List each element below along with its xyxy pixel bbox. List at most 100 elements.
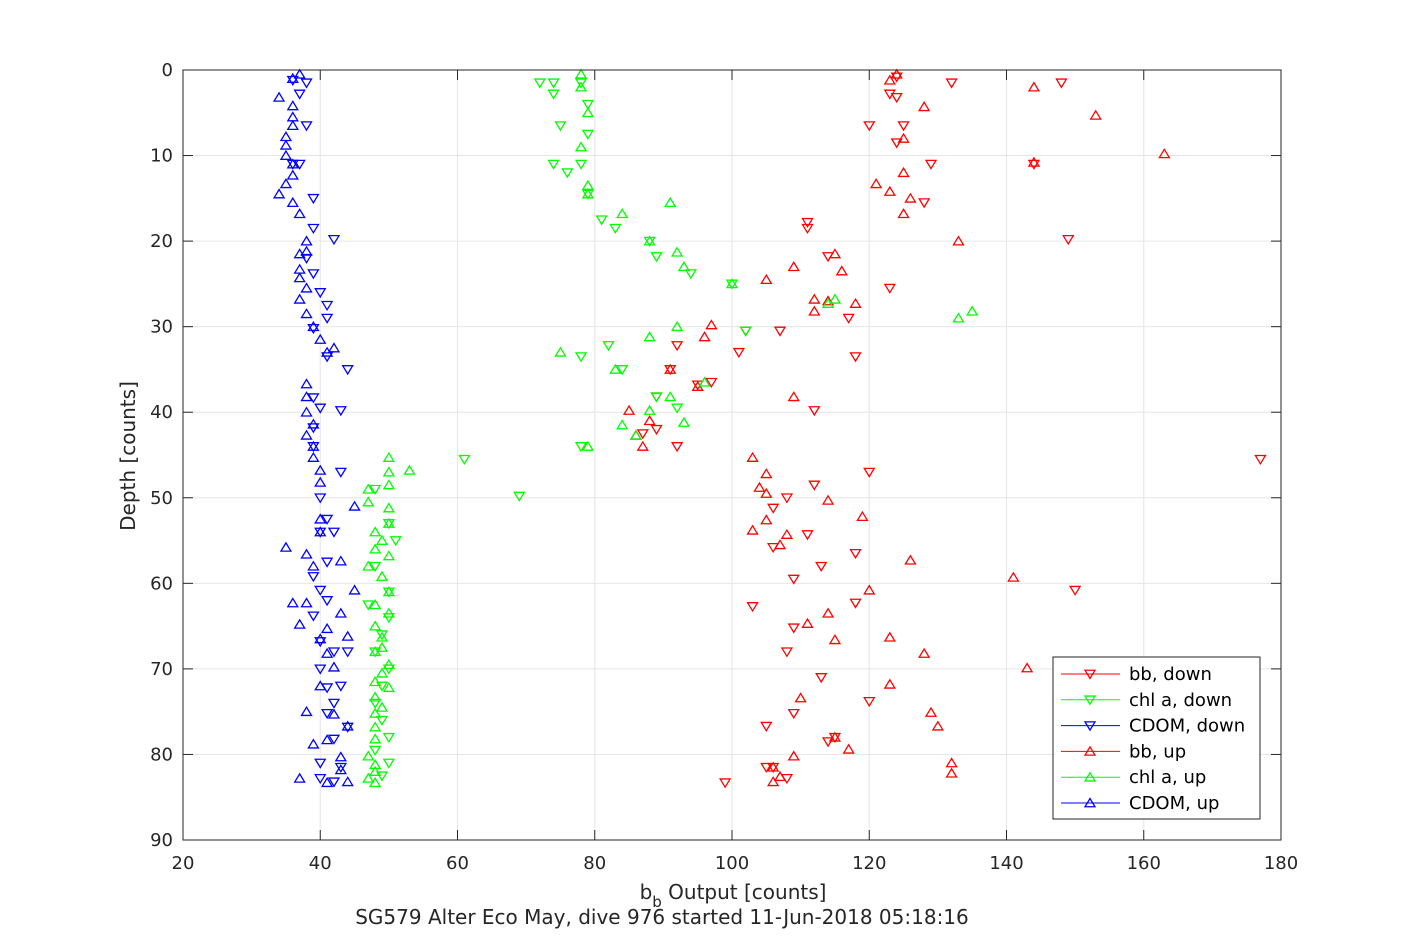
data-point (320, 514, 334, 525)
data-point (890, 138, 903, 149)
data-point (773, 326, 787, 337)
data-point (664, 391, 677, 402)
data-point (1062, 234, 1075, 246)
data-point (382, 466, 396, 477)
data-point (780, 647, 794, 658)
data-point (1158, 148, 1171, 159)
data-point (341, 776, 354, 787)
data-point (300, 235, 313, 246)
data-point (300, 282, 313, 293)
data-point (375, 715, 389, 726)
data-point (561, 168, 574, 179)
data-point (773, 770, 787, 782)
data-point (314, 680, 327, 691)
data-point (883, 74, 896, 85)
data-point (293, 159, 306, 170)
data-point (732, 347, 746, 359)
data-point (382, 607, 396, 618)
data-point (314, 403, 327, 414)
data-point (650, 252, 663, 263)
data-point (314, 476, 327, 487)
data-point (368, 620, 382, 631)
data-point (375, 641, 389, 652)
data-point (279, 149, 293, 160)
data-point (375, 630, 389, 641)
x-tick-label: 120 (852, 853, 886, 874)
data-point (368, 484, 382, 495)
data-point (286, 597, 299, 608)
data-point (307, 320, 320, 332)
data-point (368, 646, 382, 657)
data-point (300, 245, 313, 256)
data-point (828, 634, 842, 645)
data-point (307, 572, 320, 583)
data-point (835, 265, 848, 276)
data-point (368, 526, 382, 537)
data-point (348, 500, 361, 511)
data-point (821, 295, 835, 306)
data-point (917, 198, 931, 209)
data-point (375, 631, 389, 642)
data-point (629, 429, 643, 440)
data-point (821, 607, 835, 618)
x-tick-label: 80 (583, 853, 606, 874)
data-point (767, 761, 780, 772)
data-point (1068, 585, 1082, 596)
data-point (382, 613, 396, 624)
data-point (842, 313, 855, 324)
data-point (307, 323, 320, 335)
y-tick-label: 80 (150, 744, 173, 765)
data-point (368, 776, 382, 788)
data-point (382, 451, 396, 462)
data-point (368, 721, 382, 732)
x-tick-label: 100 (715, 853, 749, 874)
data-point (705, 319, 718, 330)
data-point (1055, 78, 1068, 89)
data-point (375, 667, 389, 678)
data-point (547, 159, 560, 170)
data-point (327, 527, 341, 538)
data-point (842, 743, 855, 754)
data-point (616, 419, 629, 430)
data-point (334, 467, 347, 478)
data-point (650, 392, 663, 403)
data-point (307, 560, 320, 571)
data-point (314, 464, 327, 475)
data-point (863, 697, 876, 708)
data-point (863, 584, 876, 595)
data-point (320, 622, 334, 634)
data-point (828, 731, 842, 742)
data-point (279, 178, 293, 189)
data-point (787, 708, 800, 720)
data-point (581, 99, 595, 110)
data-point (821, 297, 835, 308)
legend-marker (1083, 745, 1097, 756)
data-point (890, 92, 903, 104)
data-point (300, 308, 313, 319)
data-point (375, 701, 389, 712)
data-point (307, 451, 320, 462)
data-point (382, 681, 396, 693)
x-tick-label: 180 (1264, 853, 1298, 874)
y-axis-label: Depth [counts] (116, 381, 140, 531)
data-point (327, 647, 341, 658)
data-point (375, 534, 389, 545)
series-chl-a-down (362, 78, 752, 782)
data-point (760, 487, 773, 498)
data-point (362, 600, 375, 611)
data-point (808, 480, 821, 491)
legend-label: chl a, down (1129, 690, 1232, 711)
data-point (574, 78, 588, 89)
x-tick-label: 160 (1127, 853, 1161, 874)
data-point (334, 751, 347, 762)
data-point (622, 404, 636, 415)
data-point (636, 440, 649, 451)
data-point (286, 119, 299, 131)
data-point (320, 647, 334, 658)
data-point (1254, 454, 1267, 466)
y-tick-label: 10 (150, 146, 173, 167)
data-point (286, 100, 299, 111)
data-point (945, 78, 958, 89)
legend-marker (1083, 669, 1097, 680)
data-point (307, 611, 320, 622)
